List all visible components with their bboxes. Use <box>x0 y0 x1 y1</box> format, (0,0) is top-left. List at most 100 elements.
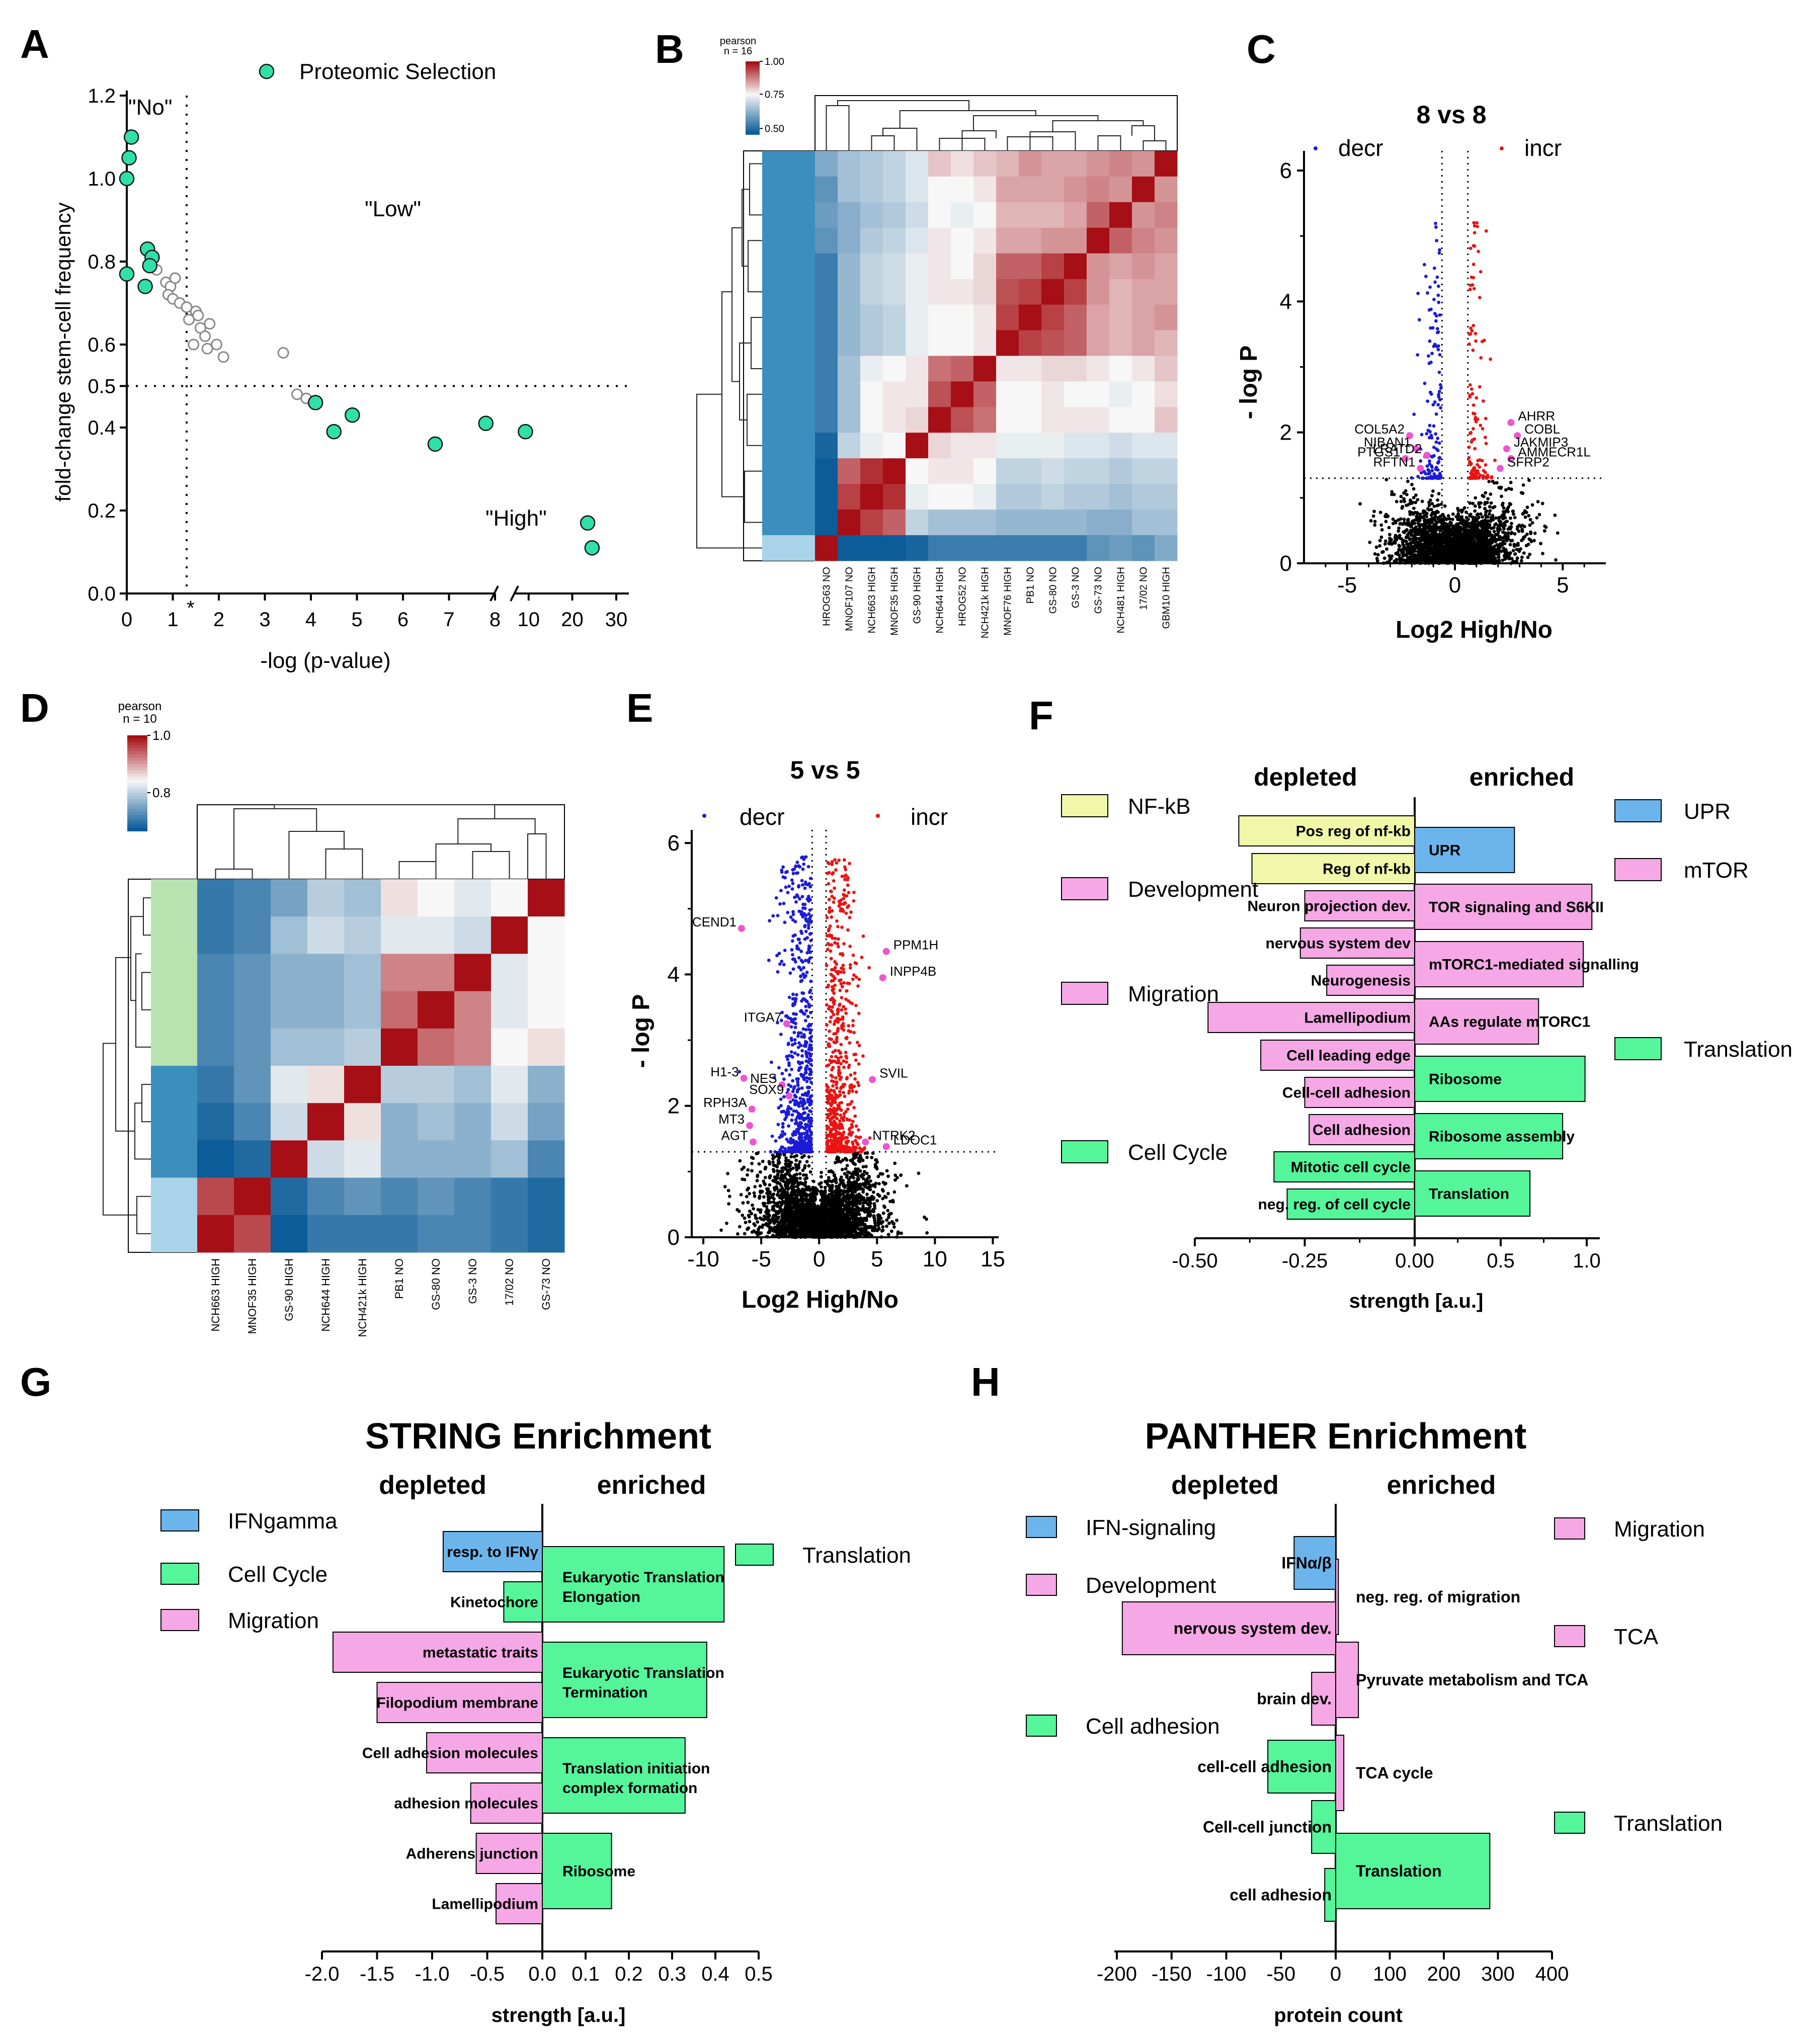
data-point <box>1436 449 1440 453</box>
data-point <box>753 1184 757 1188</box>
data-point <box>1520 555 1524 559</box>
dendrogram-link <box>233 808 317 869</box>
heatmap-cell <box>1041 381 1065 407</box>
data-point <box>1479 270 1483 274</box>
data-point <box>1471 531 1475 535</box>
data-point <box>1502 515 1506 519</box>
scatter-point-other <box>277 347 289 359</box>
scatter-point-other <box>291 388 303 400</box>
data-point <box>1477 249 1480 253</box>
heatmap-cell <box>454 879 492 917</box>
panel-letter-d: D <box>20 686 49 730</box>
data-point <box>1478 385 1482 389</box>
heatmap-cell <box>528 1215 565 1253</box>
heatmap-cell <box>951 433 974 459</box>
data-point <box>1406 479 1410 483</box>
color-scale-step <box>746 91 760 94</box>
data-point <box>1456 508 1460 513</box>
data-point <box>1428 339 1432 343</box>
heatmap-cell <box>973 535 997 561</box>
data-point <box>1432 540 1436 544</box>
data-point <box>1430 507 1433 512</box>
heatmap-column-label: GS-80 NO <box>1048 567 1059 614</box>
data-point <box>1442 515 1446 519</box>
data-point <box>1423 523 1427 527</box>
heatmap-cell <box>418 879 455 917</box>
heatmap-cell <box>996 535 1019 561</box>
heatmap-cell <box>1109 356 1132 382</box>
data-point <box>1481 399 1485 403</box>
heatmap-cell <box>381 1177 418 1216</box>
heatmap-cell <box>234 1140 271 1178</box>
heatmap-cell <box>883 535 906 561</box>
heatmap-cell <box>1132 356 1155 382</box>
heatmap-cell <box>344 879 381 917</box>
heatmap-cell <box>197 954 234 992</box>
data-point <box>1416 498 1420 502</box>
cluster-annotation-bar <box>762 535 815 561</box>
heatmap-cell <box>996 176 1019 203</box>
heatmap-cell <box>1019 458 1042 484</box>
legend-title-d: pearson <box>118 700 162 713</box>
data-point <box>1464 516 1468 520</box>
heatmap-cell <box>234 916 271 954</box>
data-point <box>756 1173 760 1177</box>
data-point <box>1468 288 1472 291</box>
heatmap-cell <box>454 1177 492 1216</box>
heatmap-cell <box>838 202 861 228</box>
data-point <box>1503 531 1507 535</box>
heatmap-cell <box>418 1103 455 1141</box>
heatmap-cell <box>344 954 381 992</box>
data-point <box>1481 528 1485 532</box>
heatmap-cell <box>860 535 883 561</box>
data-point <box>845 1158 849 1162</box>
heatmap-cell <box>928 433 951 459</box>
heatmap-cell <box>1132 176 1155 203</box>
color-scale-step <box>127 741 147 745</box>
data-point <box>1388 536 1392 540</box>
data-point <box>1491 561 1495 565</box>
data-point <box>1437 456 1441 460</box>
data-point <box>1438 248 1441 252</box>
data-point <box>1432 536 1435 539</box>
heatmap-cell <box>234 954 271 992</box>
data-point <box>1445 517 1449 521</box>
dendrogram-link <box>143 897 151 936</box>
data-point <box>1410 541 1414 545</box>
region-label-no: "No" <box>128 95 172 120</box>
x-tick-label: 0 <box>813 1247 825 1271</box>
data-point <box>1471 427 1475 431</box>
data-point <box>1462 545 1465 549</box>
data-point <box>1504 538 1508 542</box>
heatmap-cell <box>1087 458 1110 484</box>
data-point <box>1499 515 1503 519</box>
heatmap-cell <box>906 330 929 356</box>
data-point <box>1398 558 1402 562</box>
data-point <box>1433 549 1437 553</box>
data-point <box>1383 514 1387 518</box>
data-point <box>1435 239 1439 242</box>
color-scale-step <box>746 122 760 125</box>
data-point <box>1433 312 1437 315</box>
data-point <box>1472 526 1476 530</box>
x-tick-label-a: 6 <box>397 609 409 631</box>
heatmap-column-label: GS-3 NO <box>1071 567 1082 608</box>
heatmap-cell <box>1132 509 1155 536</box>
scatter-point-selected <box>580 515 596 531</box>
data-point <box>1428 430 1432 434</box>
data-point <box>1438 353 1442 357</box>
data-point <box>1477 528 1480 532</box>
scatter-point-selected <box>121 150 137 165</box>
scatter-point-other <box>183 314 195 325</box>
heatmap-cell <box>815 279 838 305</box>
data-point <box>1491 505 1495 509</box>
heatmap-cell <box>906 227 929 254</box>
x-tick-label-a: 3 <box>259 609 270 631</box>
data-point <box>1507 486 1511 490</box>
color-scale-step <box>127 777 147 781</box>
data-point <box>1413 528 1417 532</box>
data-point <box>1421 553 1424 557</box>
data-point <box>1479 501 1483 505</box>
cluster-annotation-bar <box>151 879 197 1066</box>
data-point <box>1486 539 1490 543</box>
